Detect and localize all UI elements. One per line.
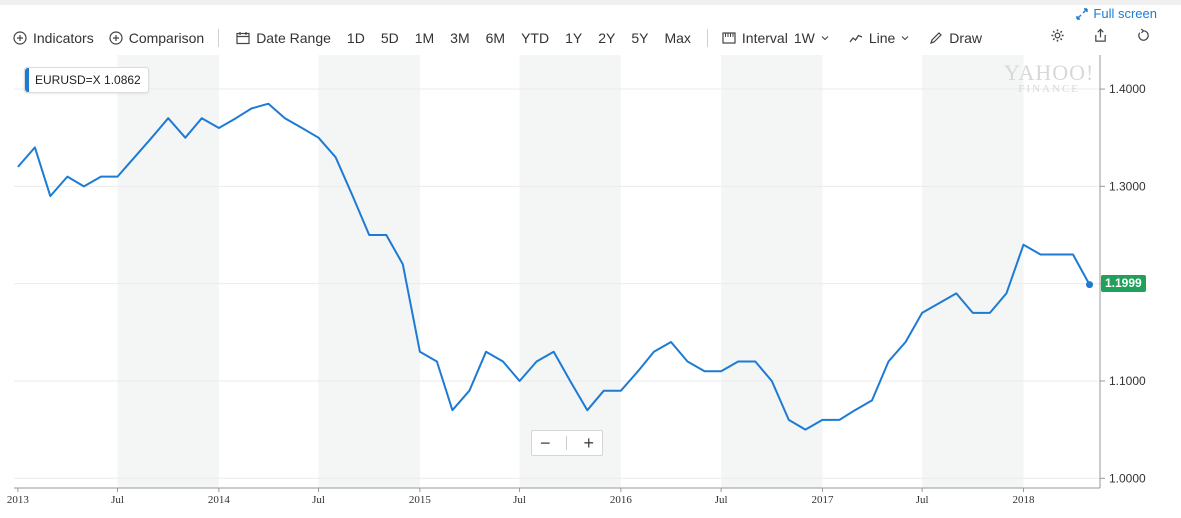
- background-band: [922, 55, 1024, 488]
- chart-toolbar: Indicators Comparison Date Range 1D 5D 1…: [0, 22, 1181, 54]
- y-tick-label: 1.0000: [1109, 471, 1146, 485]
- price-chart[interactable]: 1.00001.10001.20001.30001.40002013Jul201…: [0, 55, 1181, 518]
- comparison-button[interactable]: Comparison: [109, 30, 204, 46]
- interval-label: Interval: [741, 30, 788, 46]
- line-chart-icon: [849, 34, 863, 43]
- range-1d[interactable]: 1D: [346, 30, 365, 46]
- draw-button[interactable]: Draw: [929, 30, 982, 46]
- legend-symbol: EURUSD=X: [35, 73, 101, 87]
- range-1y[interactable]: 1Y: [565, 30, 583, 46]
- range-max[interactable]: Max: [664, 30, 691, 46]
- range-6m[interactable]: 6M: [485, 30, 506, 46]
- chart-type-dropdown[interactable]: Line: [849, 30, 909, 46]
- x-tick-label: 2013: [7, 494, 30, 506]
- range-ytd[interactable]: YTD: [521, 30, 550, 46]
- legend-value: 1.0862: [104, 73, 141, 87]
- indicators-label: Indicators: [33, 30, 94, 46]
- x-tick-label: Jul: [715, 494, 728, 506]
- background-band: [721, 55, 823, 488]
- chart-type-label: Line: [868, 30, 896, 46]
- x-tick-label: 2016: [610, 494, 633, 506]
- full-screen-link[interactable]: Full screen: [1076, 6, 1157, 21]
- x-tick-label: 2014: [208, 494, 231, 506]
- zoom-in-button[interactable]: +: [583, 433, 594, 453]
- pencil-icon: [930, 32, 943, 44]
- top-border: [0, 0, 1181, 5]
- y-tick-label: 1.1000: [1109, 374, 1146, 388]
- toolbar-divider: [218, 29, 220, 47]
- expand-icon: [1076, 7, 1089, 20]
- range-3m[interactable]: 3M: [450, 30, 470, 46]
- watermark-line1: YAHOO!: [1004, 60, 1095, 85]
- date-range-button[interactable]: Date Range: [236, 30, 331, 46]
- yahoo-finance-watermark: YAHOO! FINANCE: [1004, 62, 1094, 95]
- chart-actions: [1050, 28, 1151, 43]
- range-5y[interactable]: 5Y: [631, 30, 649, 46]
- zoom-out-button[interactable]: −: [539, 433, 551, 453]
- x-tick-label: Jul: [513, 494, 526, 506]
- chevron-down-icon: [821, 36, 829, 41]
- last-price-marker: [1086, 281, 1094, 289]
- interval-value: 1W: [793, 30, 815, 46]
- draw-label: Draw: [949, 30, 982, 46]
- full-screen-label: Full screen: [1093, 6, 1157, 21]
- range-2y[interactable]: 2Y: [598, 30, 616, 46]
- zoom-divider: [566, 436, 568, 450]
- y-tick-label: 1.3000: [1109, 179, 1146, 193]
- x-tick-label: 2017: [811, 494, 834, 506]
- plus-circle-icon: [109, 31, 123, 45]
- chevron-down-icon: [901, 36, 909, 41]
- calendar-icon: [236, 32, 250, 45]
- series-line: [17, 102, 1091, 431]
- x-tick-label: Jul: [312, 494, 325, 506]
- date-range-label: Date Range: [256, 30, 331, 46]
- interval-icon: [722, 32, 736, 44]
- watermark-line2: FINANCE: [1018, 83, 1080, 95]
- background-band: [117, 55, 219, 488]
- plus-circle-icon: [13, 31, 27, 45]
- toolbar-divider: [706, 29, 708, 47]
- interval-dropdown[interactable]: Interval 1W: [722, 30, 829, 46]
- indicators-button[interactable]: Indicators: [13, 30, 94, 46]
- y-tick-label: 1.4000: [1109, 82, 1146, 96]
- x-tick-label: 2018: [1012, 494, 1035, 506]
- background-band: [519, 55, 621, 488]
- x-tick-label: 2015: [409, 494, 432, 506]
- legend-box: EURUSD=X 1.0862: [24, 67, 149, 93]
- gear-icon[interactable]: [1050, 28, 1065, 43]
- zoom-controls: − +: [531, 430, 603, 456]
- chart-area[interactable]: 1.00001.10001.20001.30001.40002013Jul201…: [0, 55, 1181, 518]
- share-icon[interactable]: [1093, 28, 1108, 43]
- x-tick-label: Jul: [111, 494, 124, 506]
- range-1m[interactable]: 1M: [414, 30, 435, 46]
- reset-icon[interactable]: [1136, 28, 1151, 43]
- range-5d[interactable]: 5D: [380, 30, 399, 46]
- current-price-badge: 1.1999: [1101, 275, 1146, 292]
- x-tick-label: Jul: [916, 494, 929, 506]
- comparison-label: Comparison: [128, 30, 205, 46]
- background-band: [318, 55, 420, 488]
